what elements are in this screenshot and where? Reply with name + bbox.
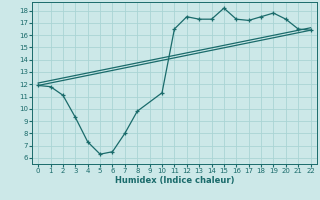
X-axis label: Humidex (Indice chaleur): Humidex (Indice chaleur) xyxy=(115,176,234,185)
